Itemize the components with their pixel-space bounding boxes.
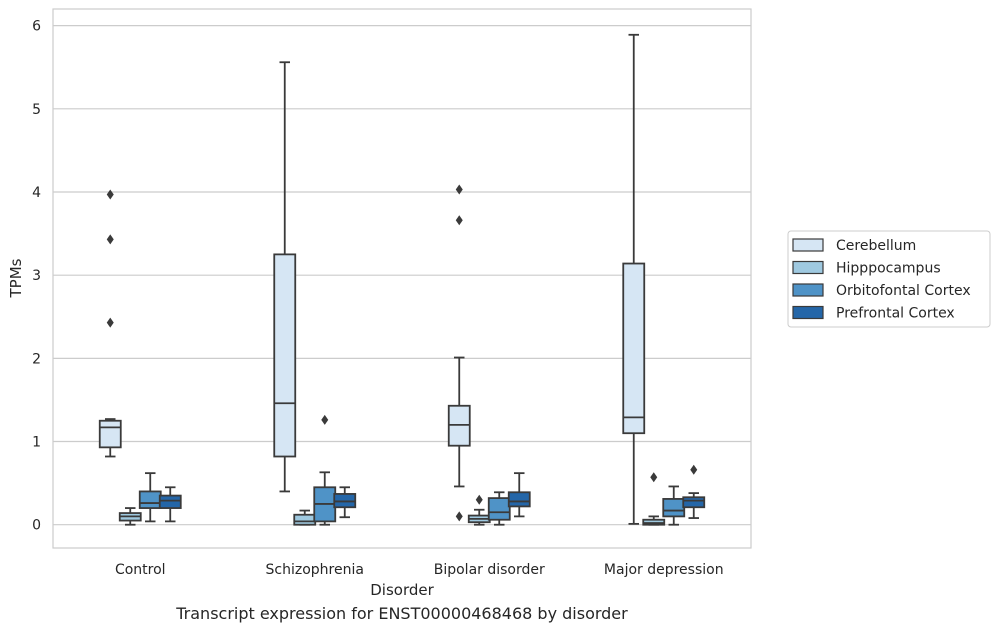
box-cerebellum <box>98 189 122 458</box>
plot-area-background <box>53 9 751 548</box>
box-orbitofontal-cortex <box>487 491 511 526</box>
legend-swatch <box>792 238 824 252</box>
legend: Cerebellum Hipppocampus Orbitofontal Corte… <box>787 230 991 328</box>
legend-label: Hipppocampus <box>836 261 941 277</box>
box-iqr <box>293 513 317 526</box>
legend-swatch <box>792 305 824 320</box>
box-iqr <box>682 496 706 509</box>
y-tick-label: 4 <box>32 185 41 201</box>
gridlines <box>53 25 751 526</box>
box-prefrontal-cortex <box>333 486 357 519</box>
box-iqr <box>622 262 646 435</box>
outlier-point <box>455 215 463 226</box>
legend-label: Cerebellum <box>836 238 916 254</box>
y-tick-label: 3 <box>32 268 41 284</box>
x-tick-label: Schizophrenia <box>266 562 364 578</box>
outlier-point <box>455 511 463 522</box>
y-tick-label: 1 <box>32 435 41 451</box>
box-iqr <box>158 494 182 509</box>
legend-label: Orbitofontal Cortex <box>836 283 971 299</box>
box-hipppocampus <box>118 507 142 526</box>
box-iqr <box>138 490 162 509</box>
box-prefrontal-cortex <box>507 472 531 518</box>
outlier-point <box>321 414 329 425</box>
outlier-point <box>690 464 698 475</box>
box-iqr <box>662 498 686 518</box>
legend-swatch <box>792 283 824 297</box>
x-tick-label: Control <box>115 562 166 578</box>
box-cerebellum <box>622 33 646 525</box>
box-iqr <box>487 497 511 521</box>
plot-area-frame <box>52 8 752 549</box>
x-tick-label: Bipolar disorder <box>434 562 545 578</box>
box-hipppocampus <box>642 472 666 526</box>
y-tick-label: 2 <box>32 351 41 367</box>
outlier-point <box>106 189 114 200</box>
y-tick-label: 0 <box>32 518 41 534</box>
outlier-point <box>475 494 483 505</box>
box-iqr <box>98 419 122 449</box>
box-series <box>98 33 706 526</box>
outlier-point <box>106 234 114 245</box>
legend-swatch <box>792 260 824 275</box>
outlier-point <box>650 472 658 483</box>
box-cerebellum <box>273 61 297 493</box>
outlier-point <box>106 317 114 328</box>
box-prefrontal-cortex <box>682 464 706 519</box>
outlier-point <box>455 184 463 195</box>
y-tick-label: 5 <box>32 102 41 118</box>
box-iqr <box>507 491 531 508</box>
x-tick-label: Major depression <box>604 562 724 578</box>
x-axis-label: Disorder <box>370 581 434 599</box>
chart-caption: Transcript expression for ENST0000046846… <box>176 604 628 623</box>
box-orbitofontal-cortex <box>313 414 337 526</box>
box-iqr <box>273 253 297 458</box>
box-cerebellum <box>447 184 471 522</box>
legend-frame <box>787 230 991 328</box>
x-tick-labels: Control Schizophrenia Bipolar disorder Majo… <box>115 562 724 578</box>
y-tick-label: 6 <box>32 19 41 35</box>
y-axis-label: TPMs <box>7 258 25 298</box>
box-prefrontal-cortex <box>158 486 182 523</box>
legend-label: Prefrontal Cortex <box>836 306 955 322</box>
y-tick-labels: 0 1 2 3 4 5 6 <box>32 19 41 534</box>
box-plot-chart: 0 1 2 3 4 5 6 Control Schizophrenia Bipolar diso… <box>7 8 991 599</box>
